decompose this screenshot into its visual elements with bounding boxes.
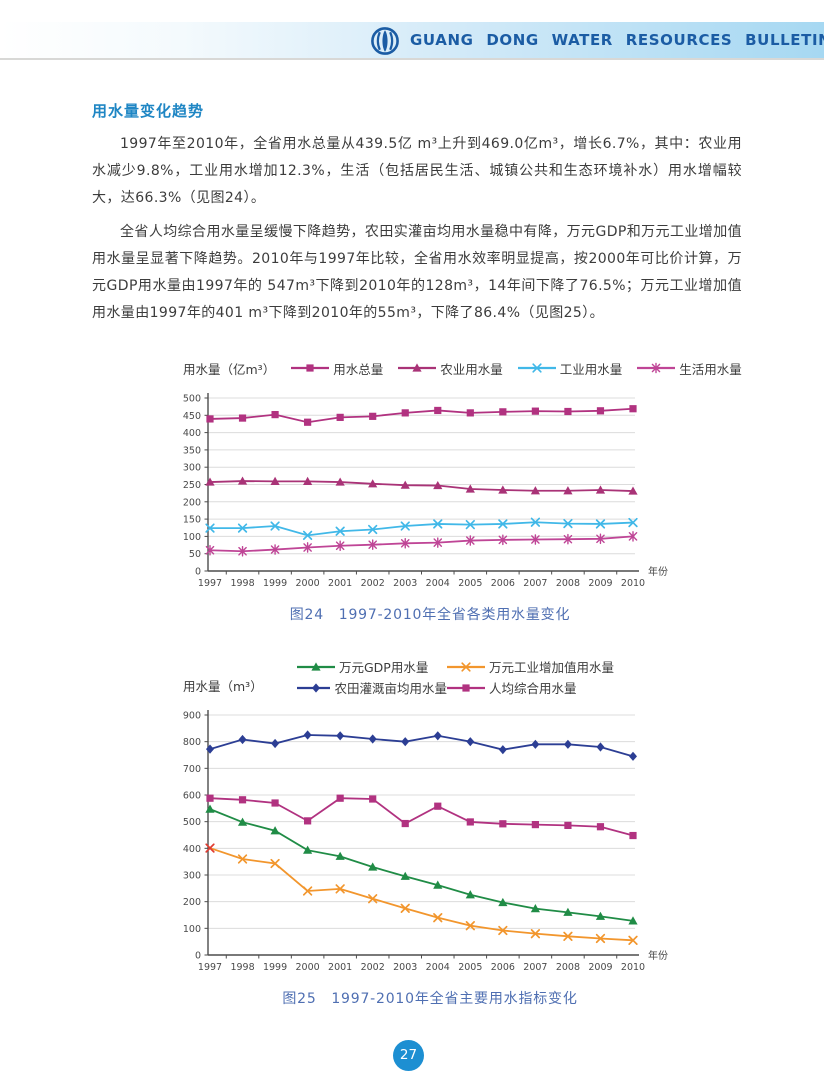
square-marker-icon [291, 364, 330, 372]
svg-text:1997: 1997 [198, 962, 222, 973]
asterisk-marker-icon [637, 362, 676, 374]
water-bulletin-logo-icon [371, 27, 399, 55]
svg-text:700: 700 [183, 764, 201, 775]
chart2-y-axis-label: 用水量（m³） [183, 679, 263, 694]
svg-text:500: 500 [183, 817, 201, 828]
header-banner: GUANG DONG WATER RESOURCES BULLETIN [0, 22, 824, 60]
legend-item: 万元工业增加值用水量 [447, 657, 614, 676]
svg-text:300: 300 [183, 871, 201, 882]
svg-text:150: 150 [183, 515, 201, 526]
svg-text:100: 100 [183, 532, 201, 543]
svg-text:450: 450 [183, 411, 201, 422]
legend-item: 用水总量 [291, 359, 383, 378]
svg-text:2000: 2000 [296, 962, 320, 973]
triangle-marker-icon [297, 661, 335, 671]
svg-text:2010: 2010 [621, 962, 645, 973]
legend-label: 农业用水量 [440, 361, 503, 377]
legend-label: 人均综合用水量 [489, 681, 577, 696]
svg-text:2001: 2001 [328, 578, 352, 589]
x-marker-icon [447, 661, 485, 672]
legend-label: 生活用水量 [679, 361, 742, 377]
svg-text:2004: 2004 [426, 578, 450, 589]
chart1-line-chart: 0 50 100 150 200 250 300 350 400 450 500 1997 1998 19… [183, 393, 668, 589]
svg-text:2005: 2005 [458, 962, 482, 973]
svg-text:800: 800 [183, 737, 201, 748]
svg-text:500: 500 [183, 394, 201, 405]
svg-text:2000: 2000 [296, 578, 320, 589]
chart1-legend: 用水总量 农业用水量 工业用水量 生活用水量 [291, 359, 742, 378]
chart1-header: 用水量（亿m³） 用水总量 农业用水量 工业用水量 生活用水量 [183, 358, 742, 378]
svg-text:250: 250 [183, 480, 201, 491]
legend-item: 农田灌溉亩均用水量 [297, 678, 447, 697]
paragraph-water-totals: 1997年至2010年，全省用水总量从439.5亿 m³上升到469.0亿m³，… [92, 136, 742, 206]
chart2-caption: 图25 1997-2010年全省主要用水指标变化 [282, 991, 578, 1007]
diamond-marker-icon [297, 682, 331, 693]
svg-text:100: 100 [183, 924, 201, 935]
legend-item: 农业用水量 [398, 359, 503, 378]
svg-text:2001: 2001 [328, 962, 352, 973]
svg-text:2009: 2009 [588, 962, 612, 973]
svg-text:年份: 年份 [648, 949, 668, 962]
legend-label: 万元工业增加值用水量 [489, 660, 615, 675]
svg-text:2007: 2007 [523, 578, 547, 589]
svg-text:2006: 2006 [491, 962, 515, 973]
svg-text:年份: 年份 [648, 565, 668, 578]
svg-text:2003: 2003 [393, 578, 417, 589]
svg-text:2004: 2004 [426, 962, 450, 973]
svg-text:600: 600 [183, 791, 201, 802]
svg-text:400: 400 [183, 844, 201, 855]
svg-text:200: 200 [183, 897, 201, 908]
legend-label: 农田灌溉亩均用水量 [334, 681, 447, 696]
svg-text:1999: 1999 [263, 578, 287, 589]
svg-text:400: 400 [183, 428, 201, 439]
bulletin-title: GUANG DONG WATER RESOURCES BULLETIN [410, 31, 824, 49]
legend-item: 生活用水量 [637, 359, 742, 378]
chart1-y-axis-label: 用水量（亿m³） [183, 361, 276, 377]
svg-text:2002: 2002 [361, 962, 385, 973]
svg-text:2008: 2008 [556, 962, 580, 973]
legend-item: 万元GDP用水量 [297, 657, 447, 676]
svg-text:2009: 2009 [588, 578, 612, 589]
svg-text:2010: 2010 [621, 578, 645, 589]
square-marker-icon [447, 683, 485, 692]
svg-text:0: 0 [195, 951, 201, 962]
svg-text:900: 900 [183, 711, 201, 722]
legend-label: 万元GDP用水量 [339, 660, 429, 675]
body-text: 1997年至2010年，全省用水总量从439.5亿 m³上升到469.0亿m³，… [92, 131, 742, 334]
svg-text:0: 0 [195, 567, 201, 578]
svg-text:2007: 2007 [523, 962, 547, 973]
legend-label: 工业用水量 [559, 361, 623, 377]
x-marker-icon [517, 363, 556, 373]
legend-item: 工业用水量 [517, 359, 623, 378]
page-number-badge: 27 [393, 1040, 424, 1071]
triangle-marker-icon [398, 363, 437, 372]
svg-text:2006: 2006 [491, 578, 515, 589]
chart2-line-chart: 0 100 200 300 400 500 600 700 800 900 1997 1998 1999… [183, 710, 668, 973]
svg-text:1998: 1998 [230, 962, 254, 973]
chart2-legend: 万元GDP用水量 万元工业增加值用水量农田灌溉亩均用水量 人均综合用水量 [297, 657, 614, 697]
paragraph-efficiency: 全省人均综合用水量呈缓慢下降趋势，农田实灌亩均用水量稳中有降，万元GDP和万元工… [92, 224, 742, 321]
svg-text:1997: 1997 [198, 578, 222, 589]
section-title: 用水量变化趋势 [92, 102, 205, 120]
legend-item: 人均综合用水量 [447, 678, 614, 697]
svg-text:1998: 1998 [230, 578, 254, 589]
svg-text:2002: 2002 [361, 578, 385, 589]
svg-text:50: 50 [189, 549, 201, 560]
svg-text:300: 300 [183, 463, 201, 474]
svg-text:1999: 1999 [263, 962, 287, 973]
svg-text:2005: 2005 [458, 578, 482, 589]
svg-text:350: 350 [183, 445, 201, 456]
chart1-caption: 图24 1997-2010年全省各类用水量变化 [289, 607, 571, 623]
svg-text:2003: 2003 [393, 962, 417, 973]
svg-text:200: 200 [183, 497, 201, 508]
svg-text:2008: 2008 [556, 578, 580, 589]
legend-label: 用水总量 [333, 361, 384, 377]
